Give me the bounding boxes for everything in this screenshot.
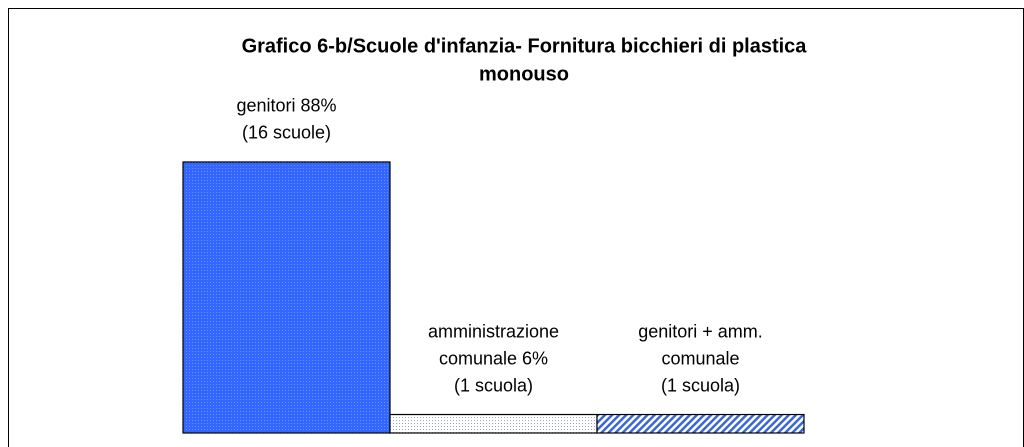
bar-label: genitori + amm. xyxy=(638,321,763,341)
bar-label: comunale 6% xyxy=(439,348,548,368)
bar xyxy=(182,161,391,434)
bar-label: (1 scuola) xyxy=(454,375,533,395)
bar-label: genitori 88% xyxy=(236,96,336,116)
bar xyxy=(389,413,598,434)
bar-label: comunale xyxy=(661,348,739,368)
bar-label: (1 scuola) xyxy=(661,375,740,395)
chart-title: Grafico 6-b/Scuole d'infanzia- Fornitura… xyxy=(242,35,808,57)
bar-label: (16 scuole) xyxy=(242,123,331,143)
bar xyxy=(596,413,805,434)
chart-title: monouso xyxy=(479,63,569,85)
bar-label: amministrazione xyxy=(428,321,559,341)
